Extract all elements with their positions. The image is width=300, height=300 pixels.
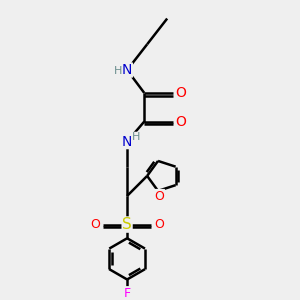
Text: O: O <box>90 218 100 231</box>
Text: O: O <box>176 115 186 129</box>
Text: N: N <box>122 63 132 77</box>
Text: N: N <box>122 135 132 148</box>
Text: F: F <box>124 287 131 300</box>
Text: O: O <box>154 190 164 202</box>
Text: H: H <box>131 132 140 142</box>
Text: O: O <box>154 218 164 231</box>
Text: S: S <box>122 217 132 232</box>
Text: O: O <box>176 86 186 100</box>
Text: H: H <box>114 67 122 76</box>
